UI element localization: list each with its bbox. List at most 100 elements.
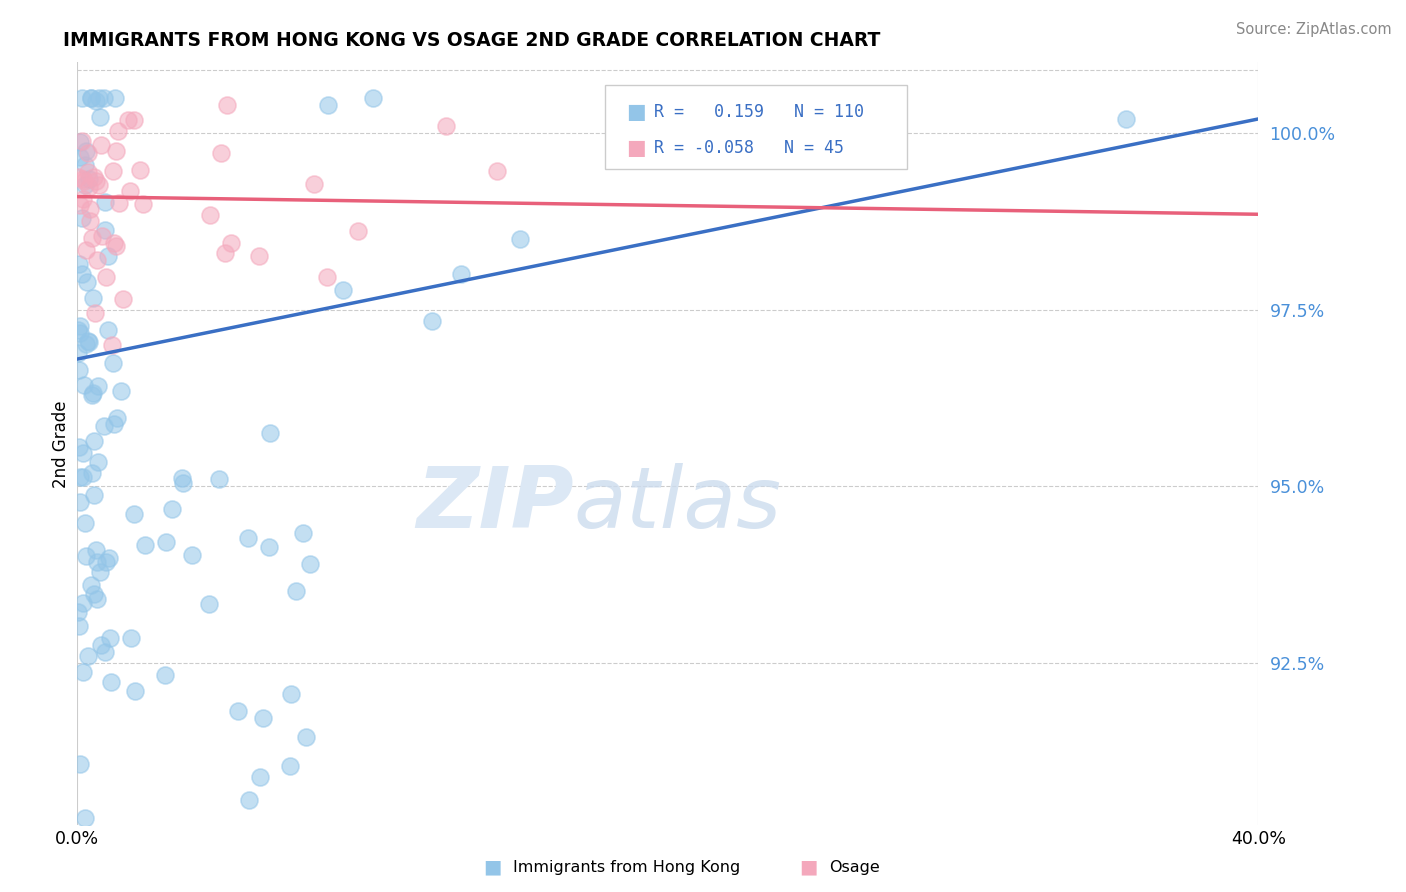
Point xyxy=(215,98,238,112)
Point xyxy=(70,268,93,282)
Point xyxy=(450,268,472,282)
Point xyxy=(122,112,145,127)
Point xyxy=(509,232,531,246)
Point xyxy=(112,293,135,307)
Point xyxy=(76,648,98,663)
Point xyxy=(77,146,100,161)
Point xyxy=(485,164,508,178)
Text: ■: ■ xyxy=(482,857,502,877)
Point xyxy=(103,164,125,178)
Point xyxy=(436,119,458,133)
Point xyxy=(76,275,98,289)
Point xyxy=(80,91,103,105)
Point xyxy=(87,378,110,392)
Point xyxy=(86,253,108,268)
Point xyxy=(181,548,204,562)
Point xyxy=(110,384,132,398)
Point xyxy=(66,169,89,184)
Point xyxy=(332,283,354,297)
Point xyxy=(160,502,183,516)
Text: ■: ■ xyxy=(799,857,818,877)
Point xyxy=(104,238,127,252)
Text: Osage: Osage xyxy=(830,860,880,874)
Point xyxy=(214,246,236,260)
Point xyxy=(84,94,107,108)
Point xyxy=(134,538,156,552)
Point xyxy=(83,488,105,502)
Point xyxy=(82,291,104,305)
Point xyxy=(76,334,98,348)
Point xyxy=(70,134,93,148)
Point xyxy=(172,471,194,485)
Point xyxy=(105,144,128,158)
Text: Immigrants from Hong Kong: Immigrants from Hong Kong xyxy=(513,860,741,874)
Point xyxy=(86,455,108,469)
Point xyxy=(228,704,250,718)
Point xyxy=(72,596,94,610)
Point xyxy=(90,229,112,244)
Point xyxy=(120,632,142,646)
Point xyxy=(90,638,112,652)
Point xyxy=(90,138,112,153)
Text: ■: ■ xyxy=(626,138,645,159)
Point xyxy=(172,476,194,491)
Point xyxy=(97,551,120,566)
Point xyxy=(72,446,94,460)
Point xyxy=(361,91,384,105)
Point xyxy=(89,565,111,579)
Point xyxy=(318,98,340,112)
Y-axis label: 2nd Grade: 2nd Grade xyxy=(52,400,70,488)
Point xyxy=(208,472,231,486)
Point xyxy=(93,91,115,105)
Point xyxy=(209,145,232,160)
Point xyxy=(259,541,281,555)
Point xyxy=(238,793,260,807)
Point xyxy=(93,419,115,434)
Point xyxy=(69,495,91,509)
Point xyxy=(77,165,100,179)
Point xyxy=(80,467,103,481)
Point xyxy=(93,223,115,237)
Text: ZIP: ZIP xyxy=(416,463,574,546)
Text: R =   0.159   N = 110: R = 0.159 N = 110 xyxy=(654,103,863,121)
Point xyxy=(86,555,108,569)
Point xyxy=(72,192,94,206)
Point xyxy=(73,174,96,188)
Point xyxy=(103,417,125,431)
Point xyxy=(69,319,91,334)
Point xyxy=(302,178,325,192)
Point xyxy=(75,158,97,172)
Point xyxy=(72,172,94,186)
Point xyxy=(69,326,91,341)
Point xyxy=(259,425,281,440)
Point xyxy=(77,334,100,349)
Point xyxy=(70,91,93,105)
Point xyxy=(66,323,89,337)
Point xyxy=(236,532,259,546)
Point xyxy=(80,91,103,105)
Point xyxy=(73,378,96,392)
Point xyxy=(87,91,110,105)
Point xyxy=(120,184,142,198)
Point xyxy=(72,469,94,483)
Point xyxy=(94,555,117,569)
Point xyxy=(69,470,91,484)
Point xyxy=(93,194,115,209)
Point xyxy=(1115,112,1137,126)
Point xyxy=(83,169,105,184)
Point xyxy=(101,338,124,352)
Point xyxy=(75,549,97,563)
Point xyxy=(155,534,177,549)
Point xyxy=(67,618,90,632)
Point xyxy=(249,771,271,785)
Point xyxy=(70,211,93,225)
Point xyxy=(128,162,150,177)
Point xyxy=(347,223,370,237)
Point xyxy=(155,667,177,681)
Point xyxy=(97,323,120,337)
Point xyxy=(104,91,127,105)
Point xyxy=(292,525,315,540)
Point xyxy=(132,197,155,211)
Point xyxy=(89,110,111,124)
Point xyxy=(100,675,122,690)
